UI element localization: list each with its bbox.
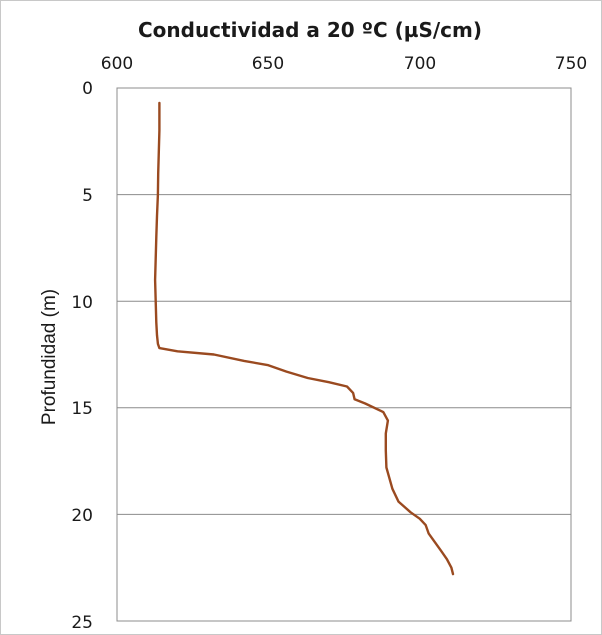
plot-area: [116, 87, 572, 622]
y-tick-label: 15: [71, 399, 93, 419]
x-tick-label: 650: [252, 54, 284, 74]
x-tick-label: 750: [555, 54, 587, 74]
gridlines: [117, 194, 571, 515]
y-tick-label: 25: [71, 613, 93, 633]
y-tick-label: 20: [71, 506, 93, 526]
y-tick-label: 0: [82, 79, 93, 99]
x-tick-label: 700: [404, 54, 436, 74]
y-axis-label: Profundidad (m): [39, 289, 60, 425]
y-tick-label: 5: [82, 186, 93, 206]
y-tick-label: 10: [71, 293, 93, 313]
x-tick-label: 600: [101, 54, 133, 74]
conductivity-series-line: [153, 101, 455, 576]
chart-title: Conductividad a 20 ºC (µS/cm): [138, 18, 482, 42]
